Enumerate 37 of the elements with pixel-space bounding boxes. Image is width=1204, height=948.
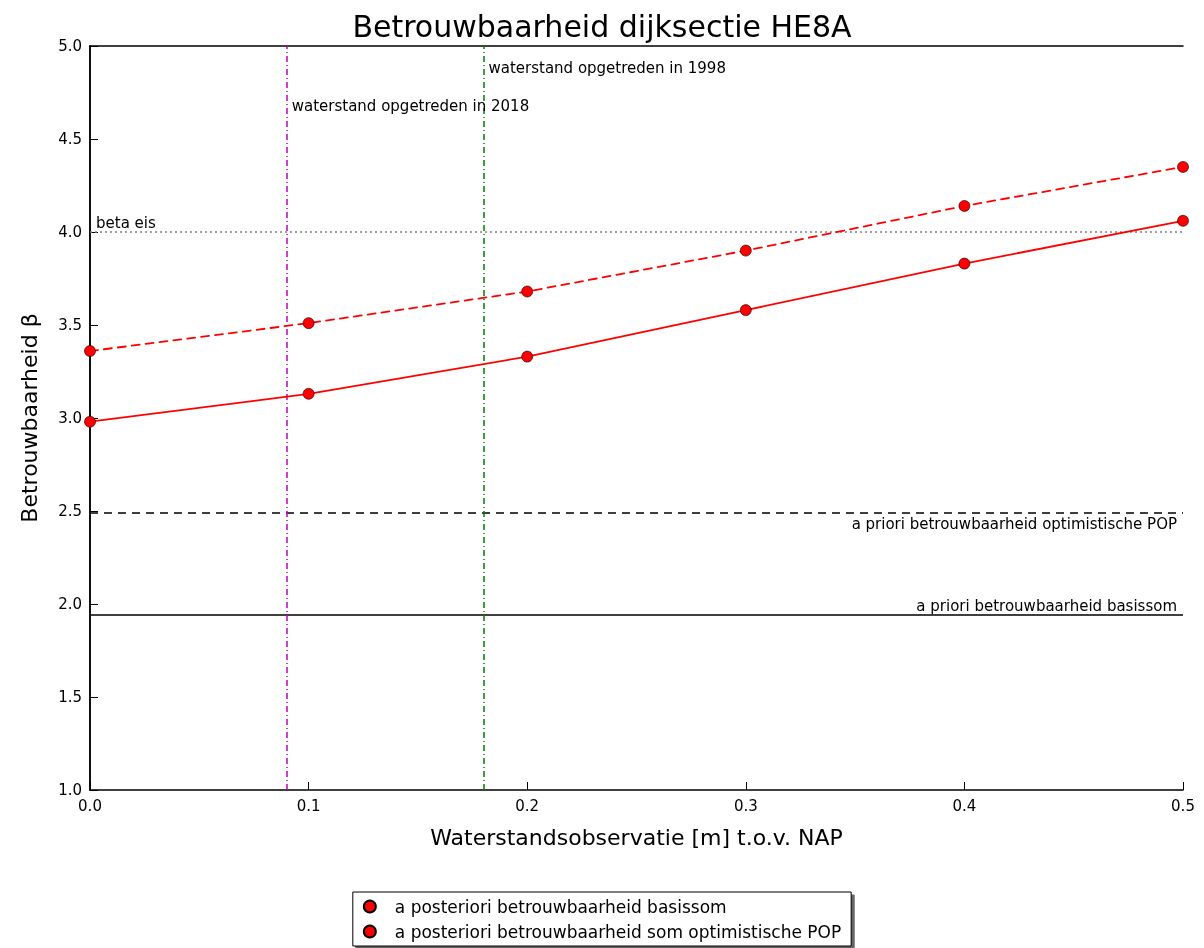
ref-line-label: a priori betrouwbaarheid optimistische POP	[851, 515, 1177, 534]
x-tick-label: 0.3	[733, 796, 758, 815]
x-axis-title: Waterstandsobservatie [m] t.o.v. NAP	[430, 824, 843, 850]
point	[958, 257, 971, 270]
x-tick-label: 0.2	[515, 796, 540, 815]
ref-line-label: a priori betrouwbaarheid basissom	[916, 596, 1177, 615]
x-tick-label: 0.0	[78, 796, 102, 815]
y-tick-label: 3.5	[58, 316, 82, 334]
point	[1177, 215, 1189, 227]
point	[302, 388, 315, 400]
point	[958, 200, 971, 212]
y-tick-label: 1.5	[58, 688, 82, 706]
point	[84, 415, 96, 428]
point	[521, 285, 533, 298]
chart-title: Betrouwbaarheid dijksectie HE8A	[352, 8, 853, 44]
y-tick-label: 2.0	[58, 595, 82, 613]
legend-label: a posteriori betrouwbaarheid basissom	[394, 896, 727, 917]
y-tick-label: 2.5	[58, 502, 82, 520]
point	[84, 345, 96, 357]
ref-line-label: waterstand opgetreden in 2018	[291, 97, 530, 115]
ref-line-label: waterstand opgetreden in 1998	[488, 59, 726, 77]
y-axis-title: Betrouwbaarheid β	[16, 313, 42, 523]
point	[740, 244, 752, 257]
ref-line-label: beta eis	[96, 213, 156, 232]
x-tick-label: 0.4	[952, 796, 977, 815]
point	[740, 304, 752, 316]
point	[521, 350, 533, 363]
legend-label: a posteriori betrouwbaarheid som optimistische POP	[394, 921, 842, 942]
y-tick-label: 4.5	[58, 130, 82, 148]
point	[302, 317, 315, 329]
y-tick-label: 3.0	[58, 409, 82, 427]
y-tick-label: 1.0	[58, 781, 82, 799]
y-tick-label: 4.0	[58, 223, 82, 241]
y-tick-label: 5.0	[58, 37, 82, 55]
x-tick-label: 0.1	[296, 796, 321, 815]
x-tick-label: 0.5	[1171, 796, 1195, 815]
point	[1177, 161, 1189, 173]
